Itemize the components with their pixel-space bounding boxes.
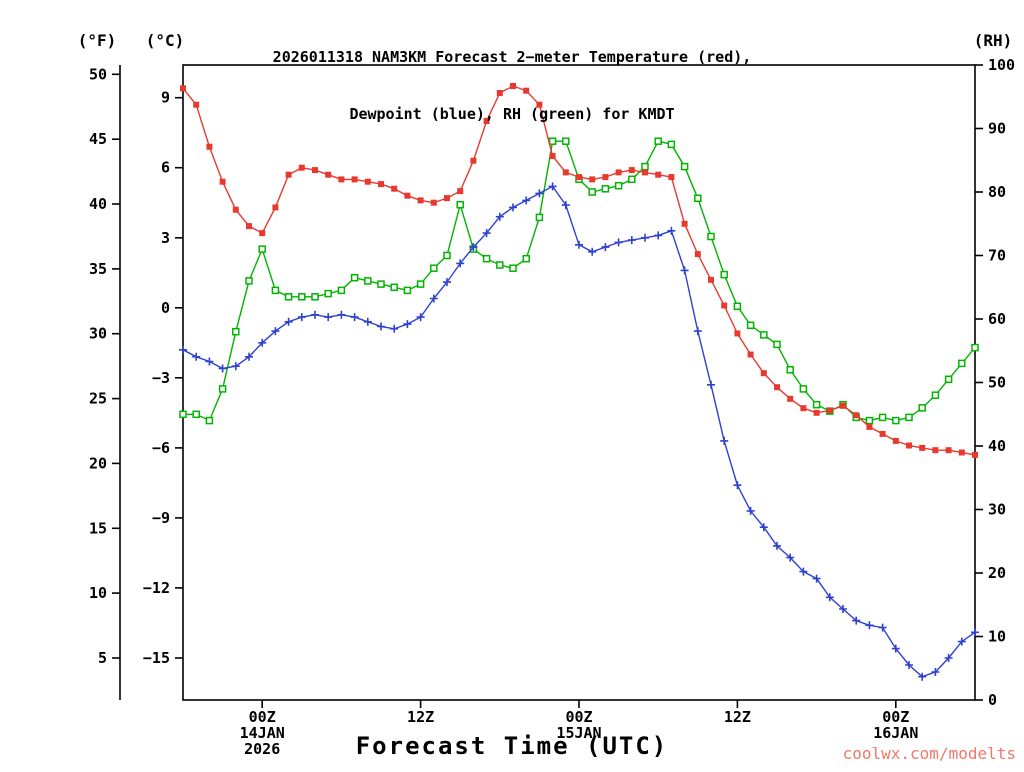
fahrenheit-axis: 50 45 40 35 30 25 20 15 10 5 [89, 65, 121, 700]
x-axis-title: Forecast Time (UTC) [355, 732, 669, 760]
time-tick-label: 00Z [882, 708, 909, 726]
rh-tick-label: 60 [988, 310, 1006, 328]
time-tick-label: 2026 [244, 740, 280, 758]
time-tick-label: 00Z [565, 708, 592, 726]
fahrenheit-tick-label: 10 [89, 584, 107, 602]
temperature-series [180, 83, 978, 458]
celsius-tick-label: 6 [161, 159, 170, 177]
rh-tick-label: 80 [988, 183, 1006, 201]
fahrenheit-tick-label: 40 [89, 195, 107, 213]
fahrenheit-tick-label: 25 [89, 390, 107, 408]
celsius-tick-label: 0 [161, 299, 170, 317]
fahrenheit-tick-label: 20 [89, 454, 107, 472]
time-tick-label: 16JAN [873, 724, 918, 742]
fahrenheit-tick-label: 5 [98, 649, 107, 667]
time-tick-label: 12Z [724, 708, 751, 726]
time-tick-label: 00Z [249, 708, 276, 726]
dewpoint-series [179, 182, 979, 681]
celsius-axis: 9 6 3 0 −3 −6 −9 −12 −15 [143, 89, 183, 667]
fahrenheit-tick-label: 50 [89, 65, 107, 83]
celsius-tick-label: −12 [143, 579, 170, 597]
rh-tick-label: 50 [988, 374, 1006, 392]
time-tick-label: 14JAN [240, 724, 285, 742]
rh-tick-label: 10 [988, 628, 1006, 646]
rh-tick-label: 70 [988, 247, 1006, 265]
watermark: coolwx.com/modelts [842, 744, 1016, 763]
celsius-tick-label: −3 [152, 369, 170, 387]
chart-title-line1: 2026011318 NAM3KM Forecast 2−meter Tempe… [272, 48, 752, 66]
rh-tick-label: 90 [988, 120, 1006, 138]
rh-series [179, 137, 979, 425]
rh-tick-label: 30 [988, 501, 1006, 519]
celsius-tick-label: −6 [152, 439, 170, 457]
fahrenheit-tick-label: 15 [89, 519, 107, 537]
rh-unit-label: (RH) [973, 31, 1013, 50]
fahrenheit-tick-label: 35 [89, 260, 107, 278]
rh-tick-label: 0 [988, 691, 997, 709]
celsius-tick-label: −15 [143, 649, 170, 667]
celsius-tick-label: 9 [161, 89, 170, 107]
rh-tick-label: 40 [988, 437, 1006, 455]
celsius-unit-label: (°C) [145, 31, 185, 50]
time-tick-label: 12Z [407, 708, 434, 726]
celsius-tick-label: 3 [161, 229, 170, 247]
fahrenheit-tick-label: 45 [89, 130, 107, 148]
rh-tick-label: 100 [988, 56, 1015, 74]
fahrenheit-tick-label: 30 [89, 325, 107, 343]
chart-title: 2026011318 NAM3KM Forecast 2−meter Tempe… [0, 10, 1024, 162]
rh-tick-label: 20 [988, 564, 1006, 582]
time-tick-label: 15JAN [556, 724, 601, 742]
fahrenheit-unit-label: (°F) [77, 31, 117, 50]
chart-title-line2: Dewpoint (blue), RH (green) for KMDT [349, 105, 675, 123]
celsius-tick-label: −9 [152, 509, 170, 527]
